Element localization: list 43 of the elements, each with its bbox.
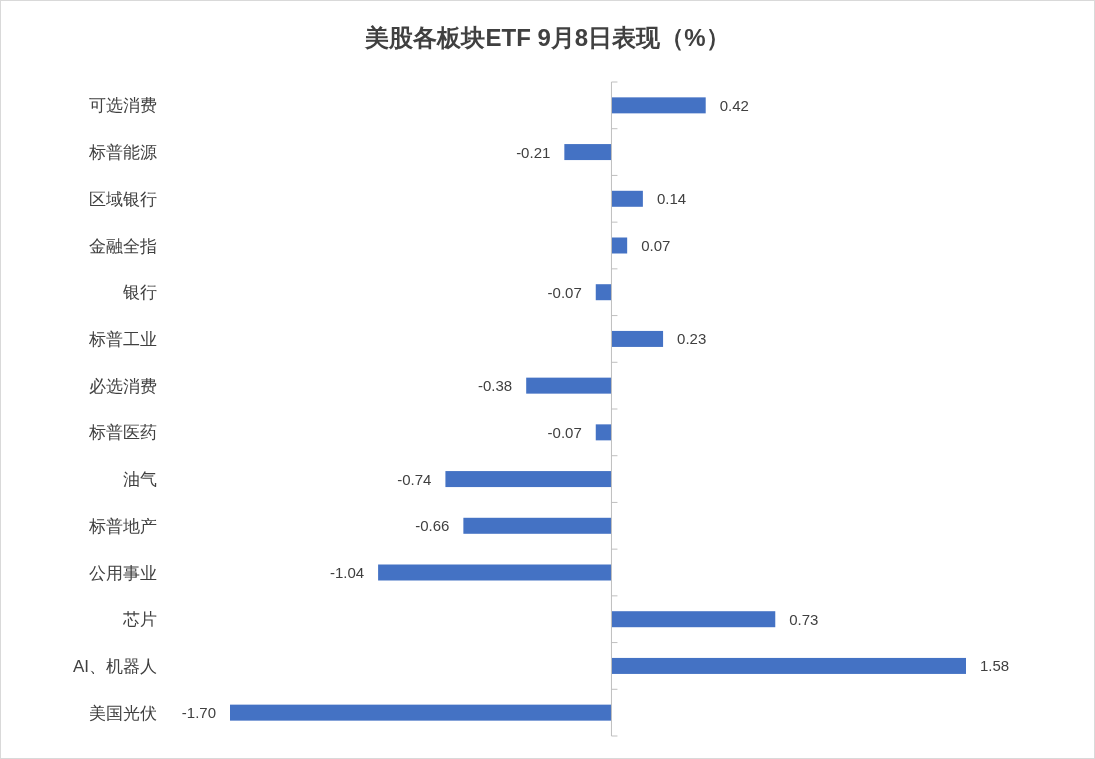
bar (378, 564, 612, 581)
y-tick-label: AI、机器人 (72, 656, 157, 676)
bar (564, 144, 612, 161)
bar (595, 424, 612, 441)
data-label: 0.42 (719, 96, 749, 114)
data-label: 0.14 (656, 190, 687, 208)
data-label: -0.07 (547, 423, 582, 441)
data-label: -0.66 (415, 517, 450, 535)
y-tick-label: 标普地产 (88, 516, 157, 536)
y-tick-label: 标普工业 (88, 329, 157, 349)
bar (611, 237, 628, 254)
data-label: -0.07 (547, 283, 582, 301)
bar (463, 517, 612, 534)
y-tick-label: 美国光伏 (89, 703, 157, 723)
data-label: -1.04 (329, 564, 365, 581)
y-tick-label: 银行 (122, 283, 157, 303)
data-label: 0.23 (677, 330, 707, 348)
data-label: 1.58 (980, 657, 1010, 675)
y-tick-label: 标普能源 (88, 143, 157, 163)
y-tick-label: 芯片 (122, 610, 157, 630)
bar (595, 284, 612, 301)
data-label: -0.38 (477, 377, 513, 395)
bar (611, 657, 966, 674)
data-label: -0.74 (397, 470, 432, 488)
bar (230, 704, 612, 721)
bar (445, 471, 612, 488)
bar (611, 97, 706, 114)
y-tick-label: 必选消费 (89, 376, 157, 396)
y-tick-label: 标普医药 (88, 423, 157, 443)
bar (611, 190, 643, 207)
bar (611, 330, 664, 347)
data-label: 0.73 (789, 610, 819, 628)
y-tick-label: 金融全指 (89, 236, 157, 256)
y-tick-label: 公用事业 (89, 563, 157, 583)
y-tick-label: 油气 (123, 470, 157, 490)
y-tick-label: 可选消费 (89, 96, 157, 116)
data-label: 0.07 (641, 237, 671, 254)
y-tick-label: 区域银行 (89, 189, 157, 209)
bar (526, 377, 612, 394)
chart-title: 美股各板块ETF 9月8日表现（%） (364, 24, 730, 51)
bar (611, 611, 776, 628)
data-label: -0.21 (516, 143, 551, 161)
data-label: -1.70 (181, 704, 216, 722)
